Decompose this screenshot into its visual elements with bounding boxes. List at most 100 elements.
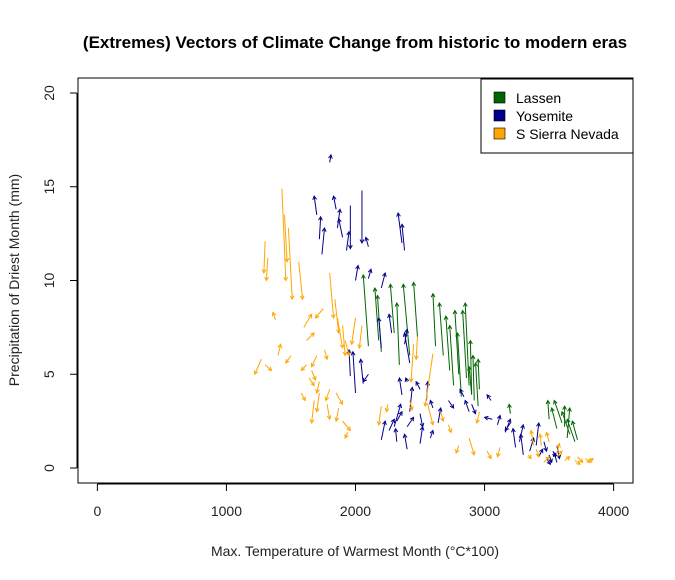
vector-shaft	[440, 411, 444, 422]
legend-box	[480, 78, 634, 154]
vector-head	[301, 396, 306, 402]
vector-head	[530, 436, 535, 443]
vector-head	[361, 273, 366, 279]
vector-shaft	[553, 400, 563, 424]
vector-shaft	[530, 430, 535, 446]
vector-head	[300, 366, 306, 372]
vector-head	[437, 406, 443, 412]
plot-frame	[77, 77, 634, 484]
vector-head	[390, 418, 395, 424]
vector-head	[388, 283, 393, 289]
vector-shaft	[571, 420, 578, 441]
vector-shaft	[352, 351, 356, 394]
vector-shaft	[401, 224, 406, 251]
vector-head	[487, 454, 492, 460]
vector-head	[463, 301, 468, 307]
vector-head	[429, 429, 435, 435]
vector-head	[307, 313, 313, 319]
y-tick-label: 15	[41, 179, 57, 195]
vector-head	[520, 423, 525, 429]
vector-head	[349, 340, 355, 346]
vector-head	[545, 399, 551, 405]
vector-shaft	[468, 437, 475, 456]
vector-head	[397, 403, 403, 409]
vector-head	[473, 361, 479, 367]
vector-head	[394, 301, 400, 307]
vector-shaft	[462, 310, 467, 379]
vector-shaft	[437, 407, 442, 424]
vector-shaft	[374, 287, 380, 341]
vector-shaft	[468, 366, 473, 395]
vector-head	[396, 211, 401, 217]
vector-head	[518, 433, 524, 439]
vector-head	[409, 386, 415, 392]
vector-head	[350, 350, 356, 356]
vector-head	[289, 295, 295, 301]
vector-head	[338, 400, 344, 406]
vector-shaft	[311, 370, 316, 381]
vector-shaft	[448, 400, 455, 409]
vector-shaft	[454, 310, 460, 375]
vector-shaft	[254, 359, 262, 375]
vector-shaft	[367, 269, 372, 279]
vector-shaft	[402, 284, 411, 356]
vector-head	[504, 426, 510, 432]
vector-shaft	[551, 407, 558, 429]
vector-head	[556, 442, 561, 448]
vector-head	[567, 406, 572, 412]
vector-shaft	[508, 404, 511, 414]
vector-head	[312, 195, 317, 201]
vector-shaft	[318, 216, 322, 240]
vector-shaft	[496, 447, 501, 457]
vector-shaft	[362, 274, 369, 347]
chart-title: (Extremes) Vectors of Climate Change fro…	[83, 33, 627, 52]
vector-head	[404, 328, 409, 334]
vector-head	[496, 452, 501, 458]
vector-head	[570, 420, 576, 426]
vector-head	[443, 315, 449, 320]
vector-head	[475, 419, 480, 425]
vector-head	[429, 420, 435, 426]
vector-shaft	[316, 381, 320, 394]
vector-shaft	[355, 265, 359, 281]
vector-head	[459, 388, 464, 394]
vector-head	[376, 420, 382, 426]
vector-head	[447, 428, 453, 434]
vector-head	[455, 331, 461, 337]
vector-shaft	[365, 237, 369, 247]
vector-head	[315, 389, 320, 395]
vector-shaft	[553, 452, 558, 463]
vector-shaft	[287, 227, 293, 300]
vector-shaft	[338, 218, 344, 238]
vector-head	[506, 418, 512, 424]
vector-head	[264, 276, 269, 282]
vector-head	[344, 433, 349, 439]
x-tick-label: 4000	[598, 503, 629, 519]
vector-shaft	[566, 419, 576, 442]
vector-shaft	[564, 456, 571, 461]
vector-shaft	[303, 313, 313, 328]
vector-head	[415, 380, 420, 386]
vector-head	[536, 421, 541, 427]
vector-head	[364, 236, 369, 242]
vector-head	[408, 377, 414, 383]
vector-head	[330, 314, 336, 320]
vector-head	[314, 407, 320, 413]
vector-head	[486, 394, 491, 399]
vector-head	[323, 355, 329, 361]
vector-shaft	[300, 364, 307, 371]
x-tick-label: 2000	[340, 503, 371, 519]
vector-shaft	[281, 188, 287, 281]
vector-head	[529, 429, 534, 435]
vector-head	[334, 417, 340, 423]
vector-shaft	[329, 272, 335, 319]
vector-head	[565, 456, 571, 461]
legend-label: Lassen	[516, 90, 561, 106]
vector-shaft	[385, 404, 389, 412]
vector-shaft	[313, 196, 318, 215]
vector-head	[337, 208, 342, 214]
x-tick-label: 0	[93, 503, 101, 519]
vector-shaft	[395, 428, 398, 442]
vector-head	[578, 458, 584, 464]
